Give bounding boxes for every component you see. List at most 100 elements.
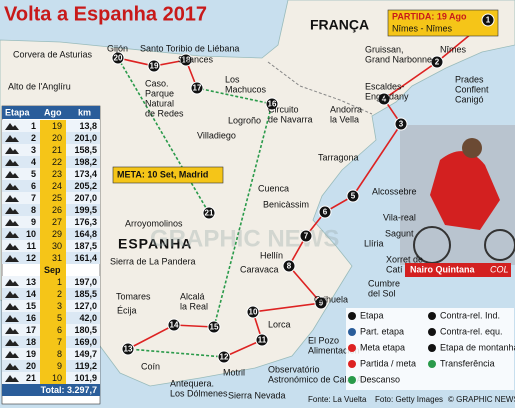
- stage-marker: [282, 259, 296, 273]
- place-label: Sagunt: [385, 228, 414, 238]
- legend-label: Contra-rel. Ind.: [440, 310, 500, 320]
- place-label: Parque: [145, 88, 174, 98]
- stage-km: 127,0: [74, 301, 97, 311]
- table-header: Ago: [44, 107, 62, 117]
- stage-marker: [318, 205, 332, 219]
- stage-day: 6: [57, 325, 62, 335]
- stage-number: 17: [26, 325, 36, 335]
- place-label: Orihuela: [314, 294, 348, 304]
- place-label: Antequera.: [170, 378, 214, 388]
- place-label: Hellín: [260, 250, 283, 260]
- place-label: Arroyomolinos: [125, 218, 183, 228]
- finish-label: META: 10 Set, Madrid: [117, 169, 208, 179]
- stage-marker: [111, 51, 125, 65]
- stage-number: 1: [31, 121, 36, 131]
- legend-label: Meta etapa: [360, 342, 405, 352]
- stage-icon: [5, 135, 19, 142]
- stage-km: 42,0: [79, 313, 97, 323]
- place-label: Cuenca: [258, 183, 289, 193]
- stage-marker: [314, 296, 328, 310]
- stage-marker-label: 17: [193, 84, 202, 93]
- place-label: Conflent: [455, 84, 489, 94]
- place-label: Santo Toribio de Liébana: [140, 43, 239, 53]
- start-route: Nîmes - Nîmes: [392, 23, 453, 33]
- place-label: Xorret de: [386, 254, 423, 264]
- day-cell: [40, 360, 66, 372]
- stage-number: 5: [31, 169, 36, 179]
- place-label: Observatório: [268, 364, 320, 374]
- place-label: Vila-real: [383, 212, 416, 222]
- stage-marker-label: 8: [287, 262, 292, 271]
- stage-marker: [202, 206, 216, 220]
- stage-marker-label: 11: [258, 336, 267, 345]
- place-label: Canigó: [455, 94, 484, 104]
- day-cell: [40, 120, 66, 132]
- stage-day: 24: [52, 181, 62, 191]
- stage-marker: [207, 320, 221, 334]
- stage-icon: [5, 291, 19, 298]
- stage-day: 3: [57, 301, 62, 311]
- stage-marker-label: 12: [220, 353, 229, 362]
- place-label: El Pozo: [308, 335, 339, 345]
- legend-symbol: [428, 344, 436, 352]
- stage-icon: [5, 375, 19, 382]
- stage-marker-label: 18: [182, 56, 191, 65]
- stage-km: 164,8: [74, 229, 97, 239]
- stage-km: 180,5: [74, 325, 97, 335]
- stage-marker-label: 3: [399, 120, 404, 129]
- place-label: Escaldes-: [365, 81, 405, 91]
- start-box: [387, 9, 499, 37]
- place-label: Cumbre: [368, 278, 400, 288]
- day-cell: [40, 180, 66, 192]
- stage-icon: [5, 171, 19, 178]
- place-label: Corvera de Asturias: [13, 49, 93, 59]
- stage-icon: [5, 255, 19, 262]
- table-header: Etapa: [5, 107, 31, 117]
- stage-day: 9: [57, 361, 62, 371]
- place-label: Prades: [455, 74, 484, 84]
- place-label: Tarragona: [318, 152, 359, 162]
- stage-number: 6: [31, 181, 36, 191]
- stage-km: 161,4: [74, 253, 97, 263]
- stage-number: 3: [31, 145, 36, 155]
- stage-km: 149,7: [74, 349, 97, 359]
- place-label: Los: [225, 74, 240, 84]
- legend-symbol: [348, 376, 356, 384]
- stage-km: 205,2: [74, 181, 97, 191]
- stage-km: 169,0: [74, 337, 97, 347]
- day-cell: [40, 252, 66, 264]
- place-label: de Redes: [145, 108, 184, 118]
- wheel: [484, 229, 515, 261]
- stage-marker: [394, 117, 408, 131]
- stage-marker-label: 7: [304, 232, 309, 241]
- place-label: Grand Narbonne: [365, 54, 432, 64]
- legend-symbol: [428, 360, 436, 368]
- place-label: Coín: [141, 361, 160, 371]
- place-label: Llíria: [364, 238, 384, 248]
- place-label: Benicàssim: [263, 199, 309, 209]
- stage-marker-label: 13: [124, 345, 133, 354]
- stage-km: 185,5: [74, 289, 97, 299]
- finish-box: [112, 166, 224, 184]
- jersey: [430, 151, 500, 230]
- place-label: Suances: [178, 54, 214, 64]
- start-label: PARTIDA: 19 Ago: [392, 11, 467, 21]
- border: [267, 61, 373, 115]
- credit: Foto: Getty Images: [375, 395, 443, 404]
- day-cell: [40, 348, 66, 360]
- stage-day: 2: [57, 289, 62, 299]
- stage-day: 23: [52, 169, 62, 179]
- stage-day: 19: [52, 121, 62, 131]
- stage-marker: [430, 55, 444, 69]
- stage-km: 119,2: [75, 361, 97, 371]
- credit: © GRAPHIC NEWS: [448, 395, 515, 404]
- stage-day: 7: [57, 337, 62, 347]
- day-cell: [40, 132, 66, 144]
- stage-marker: [299, 229, 313, 243]
- place-label: Los Dólmenes: [170, 388, 228, 398]
- country-label: ESPANHA: [118, 236, 192, 252]
- stage-marker: [167, 318, 181, 332]
- stage-marker-label: 10: [249, 308, 258, 317]
- stage-marker: [121, 342, 135, 356]
- stage-marker-label: 4: [382, 95, 387, 104]
